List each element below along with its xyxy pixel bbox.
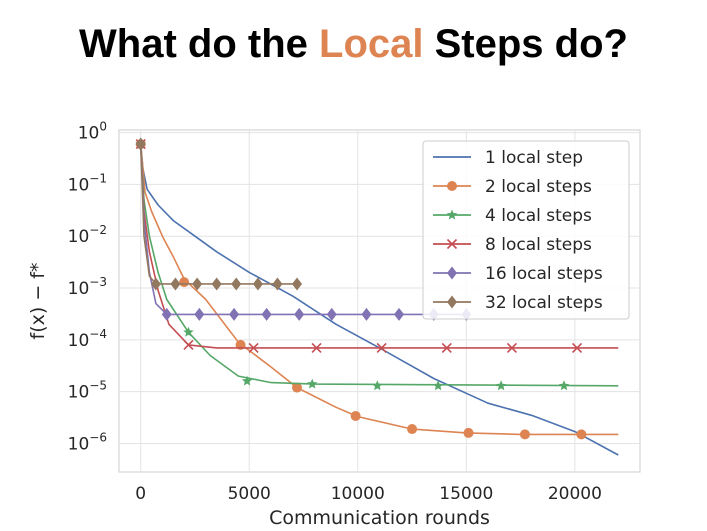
- data-point-marker: [463, 427, 474, 438]
- legend-label: 8 local steps: [485, 235, 592, 255]
- y-tick-label: 100: [78, 120, 107, 144]
- legend-label: 2 local steps: [485, 177, 592, 197]
- series-layer: [135, 137, 619, 456]
- series-line: [139, 144, 619, 436]
- x-axis-ticks: 0 5000 10000 15000 20000: [135, 484, 602, 504]
- data-point-marker: [519, 429, 530, 440]
- title-text-after: Steps do?: [423, 22, 628, 66]
- data-point-marker: [571, 342, 583, 353]
- title-accent-word: Local: [319, 22, 424, 66]
- data-point-marker: [294, 307, 305, 321]
- data-point-marker: [211, 277, 222, 291]
- slide-title: What do the Local Steps do?: [0, 22, 707, 67]
- data-point-marker: [306, 378, 318, 389]
- series-6: [135, 137, 303, 291]
- data-point-marker: [183, 326, 194, 337]
- data-point-marker: [361, 307, 372, 321]
- data-point-marker: [407, 424, 418, 435]
- y-tick-power: 0: [99, 120, 107, 134]
- y-tick-base: 10: [68, 435, 90, 455]
- data-point-marker: [576, 429, 587, 440]
- y-axis-label: f(x) − f*: [27, 263, 49, 340]
- x-tick-label: 5000: [228, 484, 271, 504]
- legend-item: 16 local steps: [433, 264, 603, 284]
- y-tick-label: 10−5: [68, 379, 107, 403]
- data-point-marker: [183, 339, 194, 350]
- data-point-marker: [311, 342, 322, 353]
- legend-label: 1 local step: [485, 148, 583, 168]
- data-point-marker: [161, 307, 172, 321]
- series-line: [139, 144, 297, 285]
- legend-box: [422, 140, 630, 320]
- legend-marker: [447, 266, 457, 280]
- y-tick-power: −6: [89, 431, 107, 445]
- y-tick-label: 10−2: [68, 223, 107, 247]
- legend-item: 1 local step: [433, 148, 583, 168]
- data-point-marker: [441, 342, 452, 353]
- y-tick-base: 10: [68, 279, 90, 299]
- y-tick-label: 10−4: [68, 327, 107, 351]
- legend-marker: [446, 238, 458, 250]
- y-tick-power: −3: [89, 275, 107, 289]
- data-point-marker: [248, 342, 259, 353]
- data-point-marker: [558, 380, 570, 391]
- y-tick-base: 10: [78, 124, 100, 144]
- series-4: [135, 139, 619, 353]
- data-point-marker: [150, 277, 161, 291]
- legend-label: 16 local steps: [485, 264, 603, 284]
- y-tick-base: 10: [68, 331, 90, 351]
- legend-marker: [446, 209, 458, 220]
- y-tick-base: 10: [68, 175, 90, 195]
- data-point-marker: [292, 382, 303, 393]
- y-tick-power: −2: [89, 223, 107, 237]
- legend-marker: [447, 295, 457, 309]
- legend-item: 8 local steps: [433, 235, 592, 255]
- title-text-before: What do the: [79, 22, 320, 66]
- legend: 1 local step 2 local steps 4 local steps 8 …: [422, 140, 630, 320]
- series-line: [139, 144, 619, 349]
- data-point-marker: [229, 307, 240, 321]
- y-tick-power: −5: [89, 379, 107, 393]
- y-tick-label: 10−1: [68, 171, 107, 195]
- x-tick-label: 15000: [439, 484, 493, 504]
- data-point-marker: [231, 277, 242, 291]
- data-point-marker: [179, 277, 190, 288]
- data-point-marker: [261, 307, 272, 321]
- data-point-marker: [192, 277, 203, 291]
- data-point-marker: [135, 137, 146, 151]
- y-tick-power: −1: [89, 171, 107, 185]
- y-tick-base: 10: [68, 383, 90, 403]
- y-tick-power: −4: [89, 327, 107, 341]
- legend-item: 32 local steps: [433, 293, 603, 313]
- series-3: [135, 138, 619, 391]
- y-tick-base: 10: [68, 227, 90, 247]
- data-point-marker: [372, 380, 383, 391]
- data-point-marker: [194, 307, 205, 321]
- data-point-marker: [241, 375, 253, 386]
- data-point-marker: [170, 277, 181, 291]
- legend-item: 2 local steps: [433, 177, 592, 197]
- y-tick-label: 10−6: [68, 431, 107, 455]
- data-point-marker: [350, 410, 361, 421]
- x-tick-label: 20000: [548, 484, 602, 504]
- data-point-marker: [394, 307, 405, 321]
- data-point-marker: [326, 307, 337, 321]
- legend-label: 4 local steps: [485, 206, 592, 226]
- legend-label: 32 local steps: [485, 293, 603, 313]
- data-point-marker: [376, 342, 387, 353]
- data-point-marker: [272, 277, 283, 291]
- x-tick-label: 10000: [331, 484, 385, 504]
- data-point-marker: [432, 380, 444, 391]
- legend-item: 4 local steps: [433, 206, 592, 226]
- data-point-marker: [495, 380, 507, 391]
- data-point-marker: [506, 342, 517, 353]
- x-tick-label: 0: [135, 484, 146, 504]
- data-point-marker: [252, 277, 263, 291]
- legend-marker: [447, 181, 457, 191]
- x-axis-label: Communication rounds: [269, 507, 490, 529]
- y-tick-label: 10−3: [68, 275, 107, 299]
- data-point-marker: [292, 277, 303, 291]
